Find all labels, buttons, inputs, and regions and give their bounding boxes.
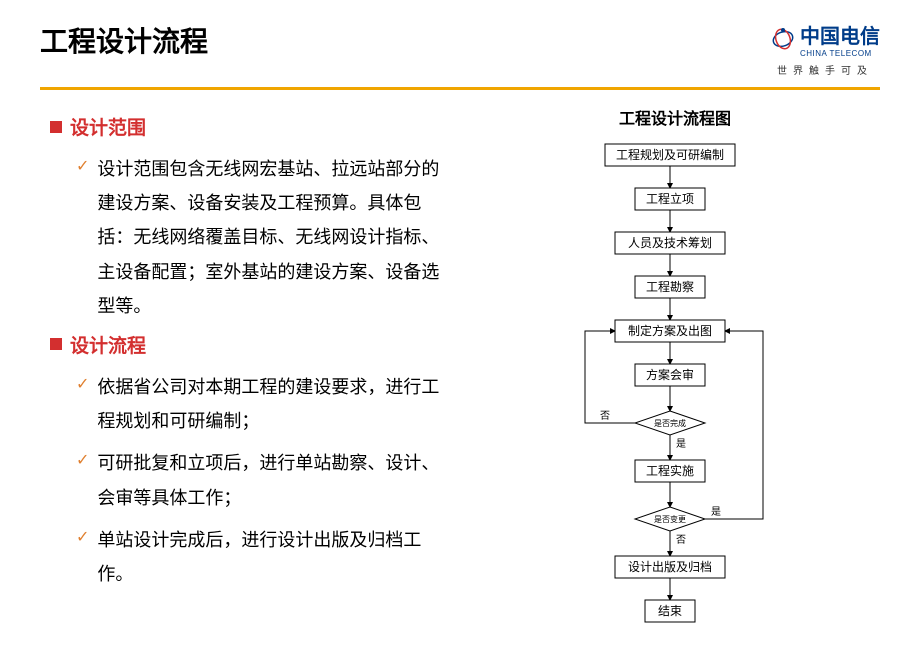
check-icon: ✓ (76, 370, 89, 400)
svg-text:工程勘察: 工程勘察 (646, 279, 694, 294)
flowchart-title: 工程设计流程图 (460, 105, 890, 129)
red-square-icon (50, 338, 62, 350)
logo-cn-text: 中国电信 (800, 20, 880, 49)
bullet-text: 单站设计完成后，进行设计出版及归档工作。 (97, 523, 440, 591)
svg-text:工程实施: 工程实施 (646, 463, 694, 478)
svg-text:否: 否 (600, 410, 610, 422)
svg-text:制定方案及出图: 制定方案及出图 (628, 323, 712, 338)
svg-text:工程规划及可研编制: 工程规划及可研编制 (616, 147, 724, 162)
flowchart-diagram: 否是是否工程规划及可研编制工程立项人员及技术筹划工程勘察制定方案及出图方案会审是… (545, 135, 805, 645)
svg-text:是否变更: 是否变更 (654, 514, 686, 524)
section-title-flow: 设计流程 (70, 331, 146, 358)
brand-logo: 中国电信 CHINA TELECOM 世界触手可及 (770, 20, 880, 77)
svg-text:设计出版及归档: 设计出版及归档 (628, 560, 712, 574)
page-title: 工程设计流程 (40, 20, 208, 60)
svg-text:否: 否 (676, 534, 686, 546)
bullet-text: 依据省公司对本期工程的建设要求，进行工程规划和可研编制； (97, 370, 440, 438)
section-title-scope: 设计范围 (70, 113, 146, 140)
bullet-item: ✓ 依据省公司对本期工程的建设要求，进行工程规划和可研编制； (76, 370, 440, 438)
bullet-item: ✓ 单站设计完成后，进行设计出版及归档工作。 (76, 523, 440, 591)
svg-text:是否完成: 是否完成 (654, 418, 686, 428)
svg-text:人员及技术筹划: 人员及技术筹划 (628, 236, 712, 250)
svg-text:工程立项: 工程立项 (646, 191, 694, 206)
svg-text:方案会审: 方案会审 (646, 367, 694, 382)
bullet-item: ✓ 可研批复和立项后，进行单站勘察、设计、会审等具体工作； (76, 446, 440, 514)
check-icon: ✓ (76, 523, 89, 553)
section-heading-flow: 设计流程 (50, 331, 440, 358)
section-heading-scope: 设计范围 (50, 113, 440, 140)
bullet-text: 可研批复和立项后，进行单站勘察、设计、会审等具体工作； (97, 446, 440, 514)
svg-text:是: 是 (676, 438, 686, 450)
svg-text:结束: 结束 (658, 604, 682, 618)
bullet-item: ✓ 设计范围包含无线网宏基站、拉远站部分的建设方案、设备安装及工程预算。具体包括… (76, 152, 440, 323)
check-icon: ✓ (76, 446, 89, 476)
red-square-icon (50, 121, 62, 133)
brand-tagline: 世界触手可及 (777, 62, 873, 77)
telecom-logo-icon (770, 26, 796, 52)
bullet-text: 设计范围包含无线网宏基站、拉远站部分的建设方案、设备安装及工程预算。具体包括：无… (97, 152, 440, 323)
logo-en-text: CHINA TELECOM (800, 49, 880, 58)
check-icon: ✓ (76, 152, 89, 182)
svg-text:是: 是 (711, 506, 721, 518)
